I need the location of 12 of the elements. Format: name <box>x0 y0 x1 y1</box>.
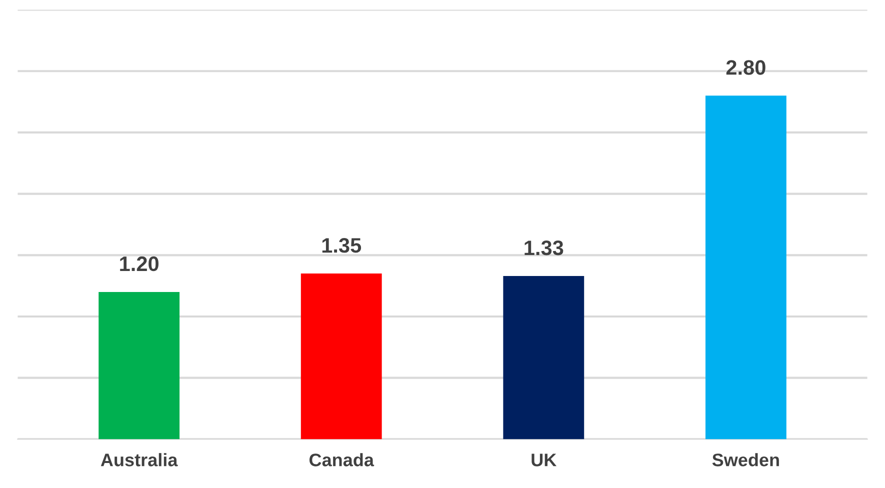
x-tick-label: Sweden <box>712 453 779 466</box>
bar <box>300 274 382 440</box>
data-label: 1.35 <box>322 238 362 253</box>
bar <box>98 292 180 440</box>
bar <box>705 96 786 440</box>
bar <box>503 276 584 440</box>
data-label: 1.33 <box>524 240 564 256</box>
x-tick-label: UK <box>532 454 557 466</box>
x-tick-label: Australia <box>100 453 178 466</box>
data-label: 2.80 <box>726 60 766 75</box>
data-label: 1.20 <box>120 256 158 272</box>
x-tick-label: Canada <box>309 453 374 466</box>
